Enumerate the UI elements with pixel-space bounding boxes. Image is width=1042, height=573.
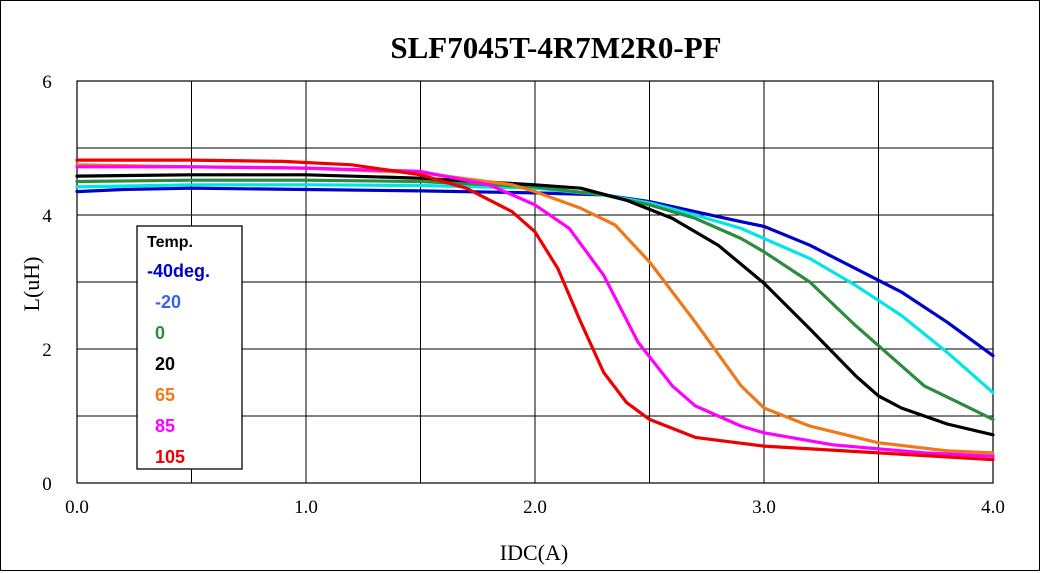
series-line-1 <box>75 186 995 358</box>
series-lines <box>75 158 995 462</box>
series-line-4 <box>75 173 995 437</box>
series-line-6 <box>75 165 995 458</box>
legend-entry-6: 85 <box>155 416 175 436</box>
series-line-7 <box>75 158 995 462</box>
legend-entry-5: 65 <box>155 385 175 405</box>
y-tick-label: 2 <box>42 340 52 361</box>
y-axis-label: L(uH) <box>19 257 44 312</box>
chart-title: SLF7045T-4R7M2R0-PF <box>390 30 721 65</box>
plot-area <box>76 80 994 484</box>
legend-entry-7: 105 <box>155 447 185 467</box>
x-tick-label: 2.0 <box>523 497 547 518</box>
x-tick-label: 1.0 <box>294 497 318 518</box>
y-tick-label: 4 <box>42 206 52 227</box>
y-tick-label: 6 <box>42 72 52 93</box>
legend-entry-4: 20 <box>155 354 175 374</box>
legend-entry-2: -20 <box>155 292 181 312</box>
legend-box <box>136 225 243 470</box>
legend-entry-3: 0 <box>155 323 165 343</box>
x-axis-label: IDC(A) <box>500 540 568 565</box>
legend-entry-1: -40deg. <box>147 261 210 281</box>
x-tick-label: 0.0 <box>65 497 89 518</box>
tick-labels: 0.0 1.0 2.0 3.0 4.0 0 2 4 6 <box>42 72 1005 518</box>
series-line-2 <box>75 183 995 395</box>
x-tick-label: 3.0 <box>752 497 776 518</box>
x-tick-label: 4.0 <box>981 497 1005 518</box>
y-tick-label: 0 <box>42 474 52 495</box>
legend: Temp. -40deg. -20 0 20 65 85 105 <box>136 225 243 470</box>
legend-title: Temp. <box>147 234 193 251</box>
series-line-3 <box>75 178 995 421</box>
